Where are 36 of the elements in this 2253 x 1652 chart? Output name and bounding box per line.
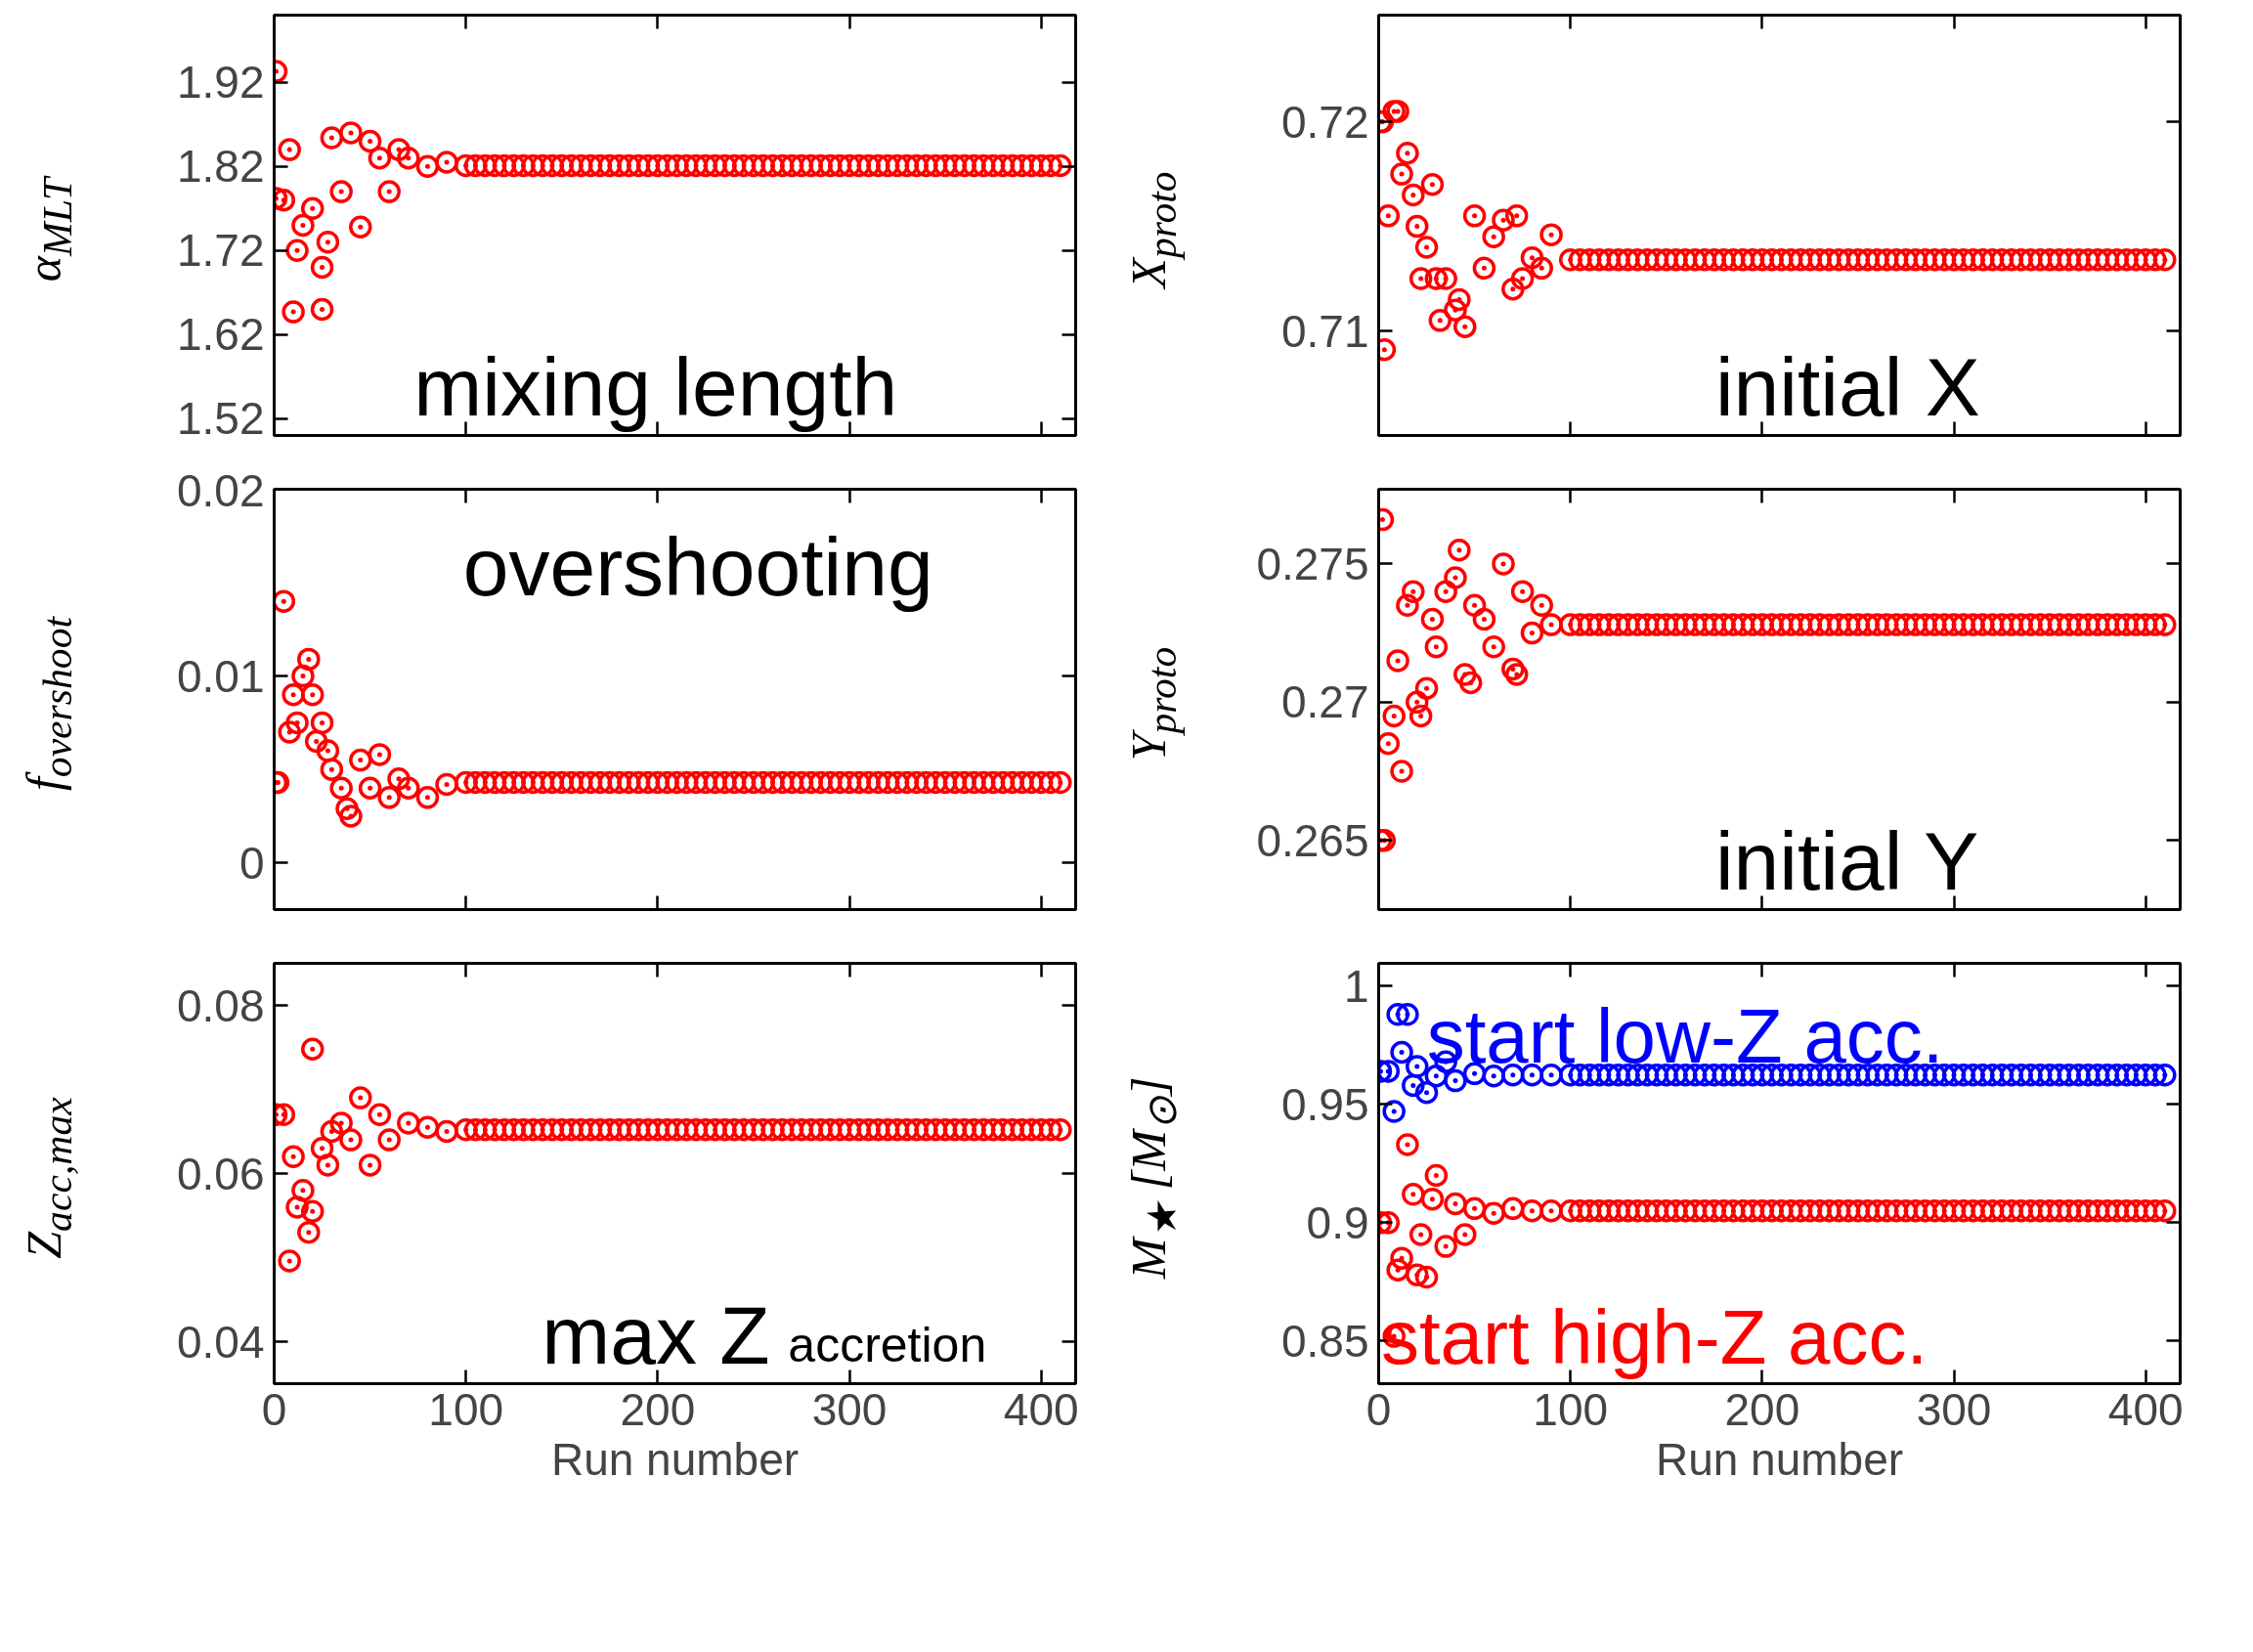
y-tick-label: 1.62 bbox=[176, 309, 265, 361]
y-tick-label: 0.04 bbox=[176, 1316, 265, 1368]
y-tick-label: 0.265 bbox=[1256, 814, 1369, 866]
y-tick-label: 1.82 bbox=[176, 141, 265, 193]
y-tick-label: 0.27 bbox=[1280, 676, 1369, 728]
annotation: initial X bbox=[1714, 341, 1980, 434]
x-axis-title: Run number bbox=[550, 1433, 800, 1485]
y-tick-label: 0 bbox=[238, 837, 265, 889]
y-tick-label: 0.06 bbox=[176, 1148, 265, 1199]
y-tick-label: 1.92 bbox=[176, 57, 265, 109]
y-tick-label: 0.72 bbox=[1280, 96, 1369, 148]
y-tick-label: 0.9 bbox=[1306, 1196, 1369, 1248]
y-tick-label: 0.71 bbox=[1280, 305, 1369, 357]
x-tick-label: 300 bbox=[1916, 1383, 1992, 1435]
x-tick-label: 100 bbox=[1533, 1383, 1609, 1435]
x-tick-label: 300 bbox=[811, 1383, 888, 1435]
annotation: overshooting bbox=[462, 521, 933, 614]
x-axis-title: Run number bbox=[1655, 1433, 1904, 1485]
y-tick-label: 0.01 bbox=[176, 650, 265, 702]
y-tick-label: 0.95 bbox=[1280, 1078, 1369, 1130]
y-tick-label: 0.275 bbox=[1256, 538, 1369, 589]
y-tick-label: 0.85 bbox=[1280, 1315, 1369, 1367]
y-tick-label: 1.52 bbox=[176, 393, 265, 445]
annotation: mixing length bbox=[413, 341, 898, 434]
x-tick-label: 400 bbox=[2107, 1383, 2184, 1435]
x-tick-label: 200 bbox=[620, 1383, 696, 1435]
y-tick-label: 1 bbox=[1343, 960, 1369, 1012]
y-tick-label: 0.02 bbox=[176, 464, 265, 516]
x-tick-label: 400 bbox=[1003, 1383, 1079, 1435]
series-label: start high-Z acc. bbox=[1380, 1294, 1928, 1381]
series-label: start low-Z acc. bbox=[1426, 993, 1944, 1080]
x-tick-label: 200 bbox=[1724, 1383, 1800, 1435]
x-tick-label: 100 bbox=[428, 1383, 504, 1435]
y-tick-label: 1.72 bbox=[176, 225, 265, 277]
annotation: initial Y bbox=[1714, 815, 1979, 908]
y-tick-label: 0.08 bbox=[176, 979, 265, 1031]
